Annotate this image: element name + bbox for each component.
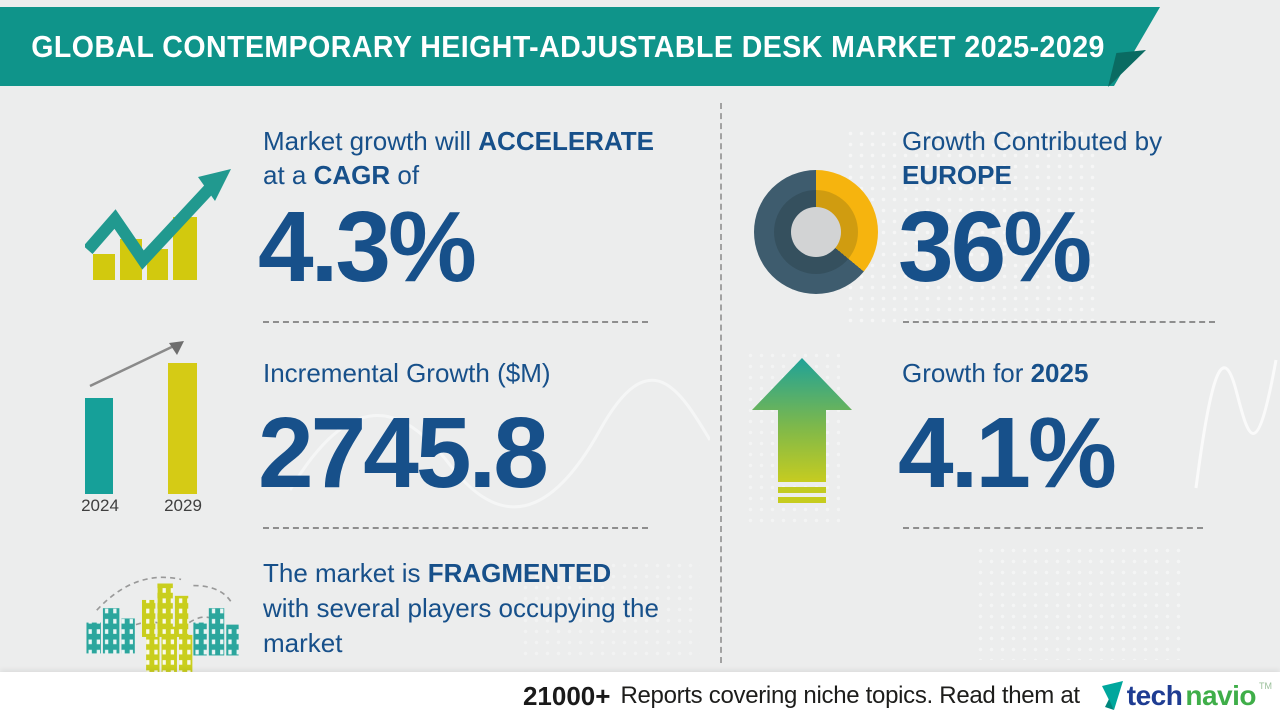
- europe-keyword: EUROPE: [902, 160, 1012, 190]
- growth-up-arrow-icon: [752, 358, 852, 503]
- incremental-growth-value: 2745.8: [258, 397, 549, 509]
- growth-year-keyword: 2025: [1030, 358, 1089, 388]
- cagr-accelerate-keyword: ACCELERATE: [478, 126, 655, 156]
- fragmented-keyword: FRAGMENTED: [427, 558, 612, 588]
- separator-right-1: [903, 321, 1215, 323]
- bar-year-labels: 2024 2029: [81, 496, 216, 516]
- region-caption-line1: Growth Contributed by: [902, 126, 1163, 156]
- separator-left-1: [263, 321, 648, 323]
- technavio-logo[interactable]: tech navio TM: [1100, 681, 1272, 711]
- page-title: GLOBAL CONTEMPORARY HEIGHT-ADJUSTABLE DE…: [31, 28, 1105, 64]
- cagr-value: 4.3%: [258, 191, 477, 303]
- header-banner: GLOBAL CONTEMPORARY HEIGHT-ADJUSTABLE DE…: [0, 7, 1160, 86]
- cagr-caption: Market growth will ACCELERATE at a CAGR …: [263, 124, 654, 192]
- cagr-caption-line2: at a CAGR of: [263, 158, 654, 192]
- fragmentation-line1: The market is FRAGMENTED: [263, 556, 659, 591]
- cagr-intro-text: Market growth will: [263, 126, 479, 156]
- bar-label-end-year: 2029: [164, 496, 202, 515]
- incremental-growth-label: Incremental Growth ($M): [263, 358, 551, 388]
- cagr-caption-line1: Market growth will ACCELERATE: [263, 124, 654, 158]
- footer-bar: 21000+ Reports covering niche topics. Re…: [0, 672, 1280, 720]
- region-name: EUROPE: [902, 158, 1162, 192]
- incremental-bars-icon: 2024 2029: [81, 336, 216, 516]
- growth-year-value: 4.1%: [898, 397, 1117, 509]
- market-fragmentation-buildings-icon: [86, 576, 239, 672]
- incremental-bars-graphic: [85, 341, 197, 494]
- region-caption: Growth Contributed by EUROPE: [902, 124, 1162, 192]
- cagr-line2-pre: at a: [263, 160, 314, 190]
- region-share-value: 36%: [898, 191, 1092, 303]
- growth-year-label: Growth for 2025: [902, 356, 1088, 390]
- growth-line-chart-icon: [85, 169, 231, 280]
- technavio-sail-icon: [1101, 681, 1123, 710]
- brand-tech: tech: [1126, 680, 1183, 711]
- fragmentation-line3: market: [263, 628, 343, 658]
- donut-center-hole: [791, 207, 841, 257]
- column-divider: [720, 103, 722, 663]
- brand-trademark: TM: [1259, 681, 1272, 691]
- cagr-keyword: CAGR: [313, 160, 391, 190]
- fragmentation-line1-pre: The market is: [263, 558, 428, 588]
- background-wave-decoration: [1194, 359, 1278, 489]
- footer-message: Reports covering niche topics. Read them…: [620, 682, 1080, 709]
- brand-navio: navio: [1185, 680, 1256, 711]
- cagr-line2-post: of: [390, 160, 420, 190]
- donut-ring-inner: [774, 190, 858, 274]
- growth-year-label-pre: Growth for: [902, 358, 1031, 388]
- reports-count: 21000+: [522, 680, 611, 711]
- separator-left-2: [263, 527, 648, 529]
- donut-chart: [754, 170, 878, 294]
- fragmentation-caption: The market is FRAGMENTED with several pl…: [263, 556, 659, 661]
- separator-right-2: [903, 527, 1203, 529]
- background-dot-pattern: [975, 545, 1185, 660]
- bar-label-start-year: 2024: [81, 496, 119, 515]
- fragmentation-line2: with several players occupying the: [263, 593, 659, 623]
